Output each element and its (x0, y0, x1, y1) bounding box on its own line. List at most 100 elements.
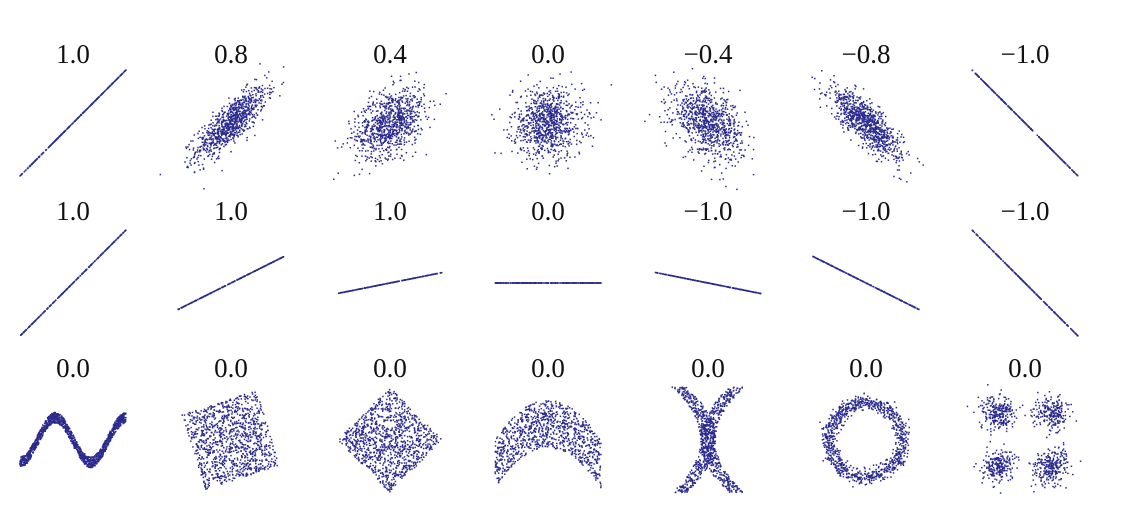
data-point (719, 118, 721, 120)
data-point (850, 119, 852, 121)
data-point (21, 172, 24, 175)
data-point (197, 137, 200, 140)
data-point (380, 136, 382, 138)
data-point (378, 124, 381, 127)
data-point (213, 147, 215, 150)
data-point (228, 128, 231, 130)
data-point (245, 113, 248, 116)
data-point (194, 152, 196, 154)
data-point (868, 115, 870, 117)
data-point (378, 91, 381, 94)
data-point (238, 99, 241, 102)
panel-title: 0.4 (373, 39, 407, 69)
data-point (390, 140, 392, 142)
data-point (899, 141, 901, 144)
data-point (375, 148, 377, 151)
data-point (189, 162, 191, 164)
data-point (524, 133, 526, 135)
data-point (683, 118, 686, 121)
data-point (573, 131, 575, 133)
data-point (382, 89, 385, 92)
data-point (681, 123, 684, 125)
data-point (747, 144, 750, 147)
data-point (408, 101, 411, 103)
data-point (707, 121, 710, 124)
data-point (547, 141, 550, 143)
data-point (261, 84, 264, 87)
data-point (741, 125, 744, 128)
data-point (726, 114, 728, 116)
data-point (417, 106, 420, 108)
data-point (838, 97, 840, 100)
data-point (718, 112, 720, 115)
data-point (418, 88, 420, 90)
data-point (398, 117, 401, 119)
data-point (707, 137, 709, 140)
data-point (362, 107, 365, 110)
data-point (893, 149, 895, 151)
data-point (370, 160, 373, 162)
data-point (241, 103, 243, 105)
data-point (881, 125, 883, 127)
data-point (740, 156, 742, 159)
data-point (562, 96, 565, 98)
data-point (549, 135, 552, 137)
data-point (364, 132, 366, 134)
data-point (711, 98, 713, 101)
scatter-panel-r1-c5: −0.4 (644, 39, 755, 191)
data-point (898, 165, 900, 167)
data-point (251, 113, 254, 116)
data-point (394, 121, 397, 124)
data-point (213, 130, 215, 133)
data-point (554, 111, 556, 114)
data-point (223, 128, 225, 130)
data-point (717, 126, 720, 128)
data-point (701, 87, 703, 89)
data-point (697, 124, 700, 127)
data-point (218, 157, 220, 160)
data-point (877, 141, 880, 144)
data-point (837, 118, 840, 121)
data-point (709, 144, 711, 146)
data-point (546, 103, 549, 105)
data-point (706, 83, 708, 85)
data-point (228, 126, 231, 129)
data-point (715, 101, 717, 104)
data-point (836, 99, 838, 102)
data-point (542, 94, 544, 97)
data-point (728, 124, 730, 126)
data-point (23, 171, 25, 173)
data-point (368, 105, 371, 108)
data-point (706, 119, 708, 121)
data-point (722, 122, 724, 125)
data-point (230, 105, 232, 107)
data-point (388, 112, 390, 115)
data-point (223, 105, 225, 108)
data-point (544, 130, 547, 132)
data-point (877, 148, 880, 150)
data-point (388, 133, 390, 135)
data-point (187, 166, 189, 169)
data-point (542, 113, 544, 116)
data-point (354, 159, 357, 162)
data-point (728, 113, 731, 115)
data-point (409, 133, 412, 136)
data-point (393, 116, 396, 119)
data-point (217, 155, 220, 157)
data-point (716, 139, 719, 141)
data-point (872, 127, 874, 129)
data-point (370, 139, 372, 141)
data-point (378, 148, 380, 150)
data-point (244, 95, 246, 97)
data-point (249, 101, 252, 104)
data-point (861, 147, 864, 149)
data-point (190, 158, 193, 160)
data-point (395, 132, 397, 135)
data-point (545, 135, 547, 137)
data-point (519, 128, 521, 131)
data-point (509, 94, 511, 96)
data-point (854, 127, 856, 130)
data-point (414, 142, 416, 144)
data-point (697, 116, 700, 118)
data-point (875, 141, 878, 143)
